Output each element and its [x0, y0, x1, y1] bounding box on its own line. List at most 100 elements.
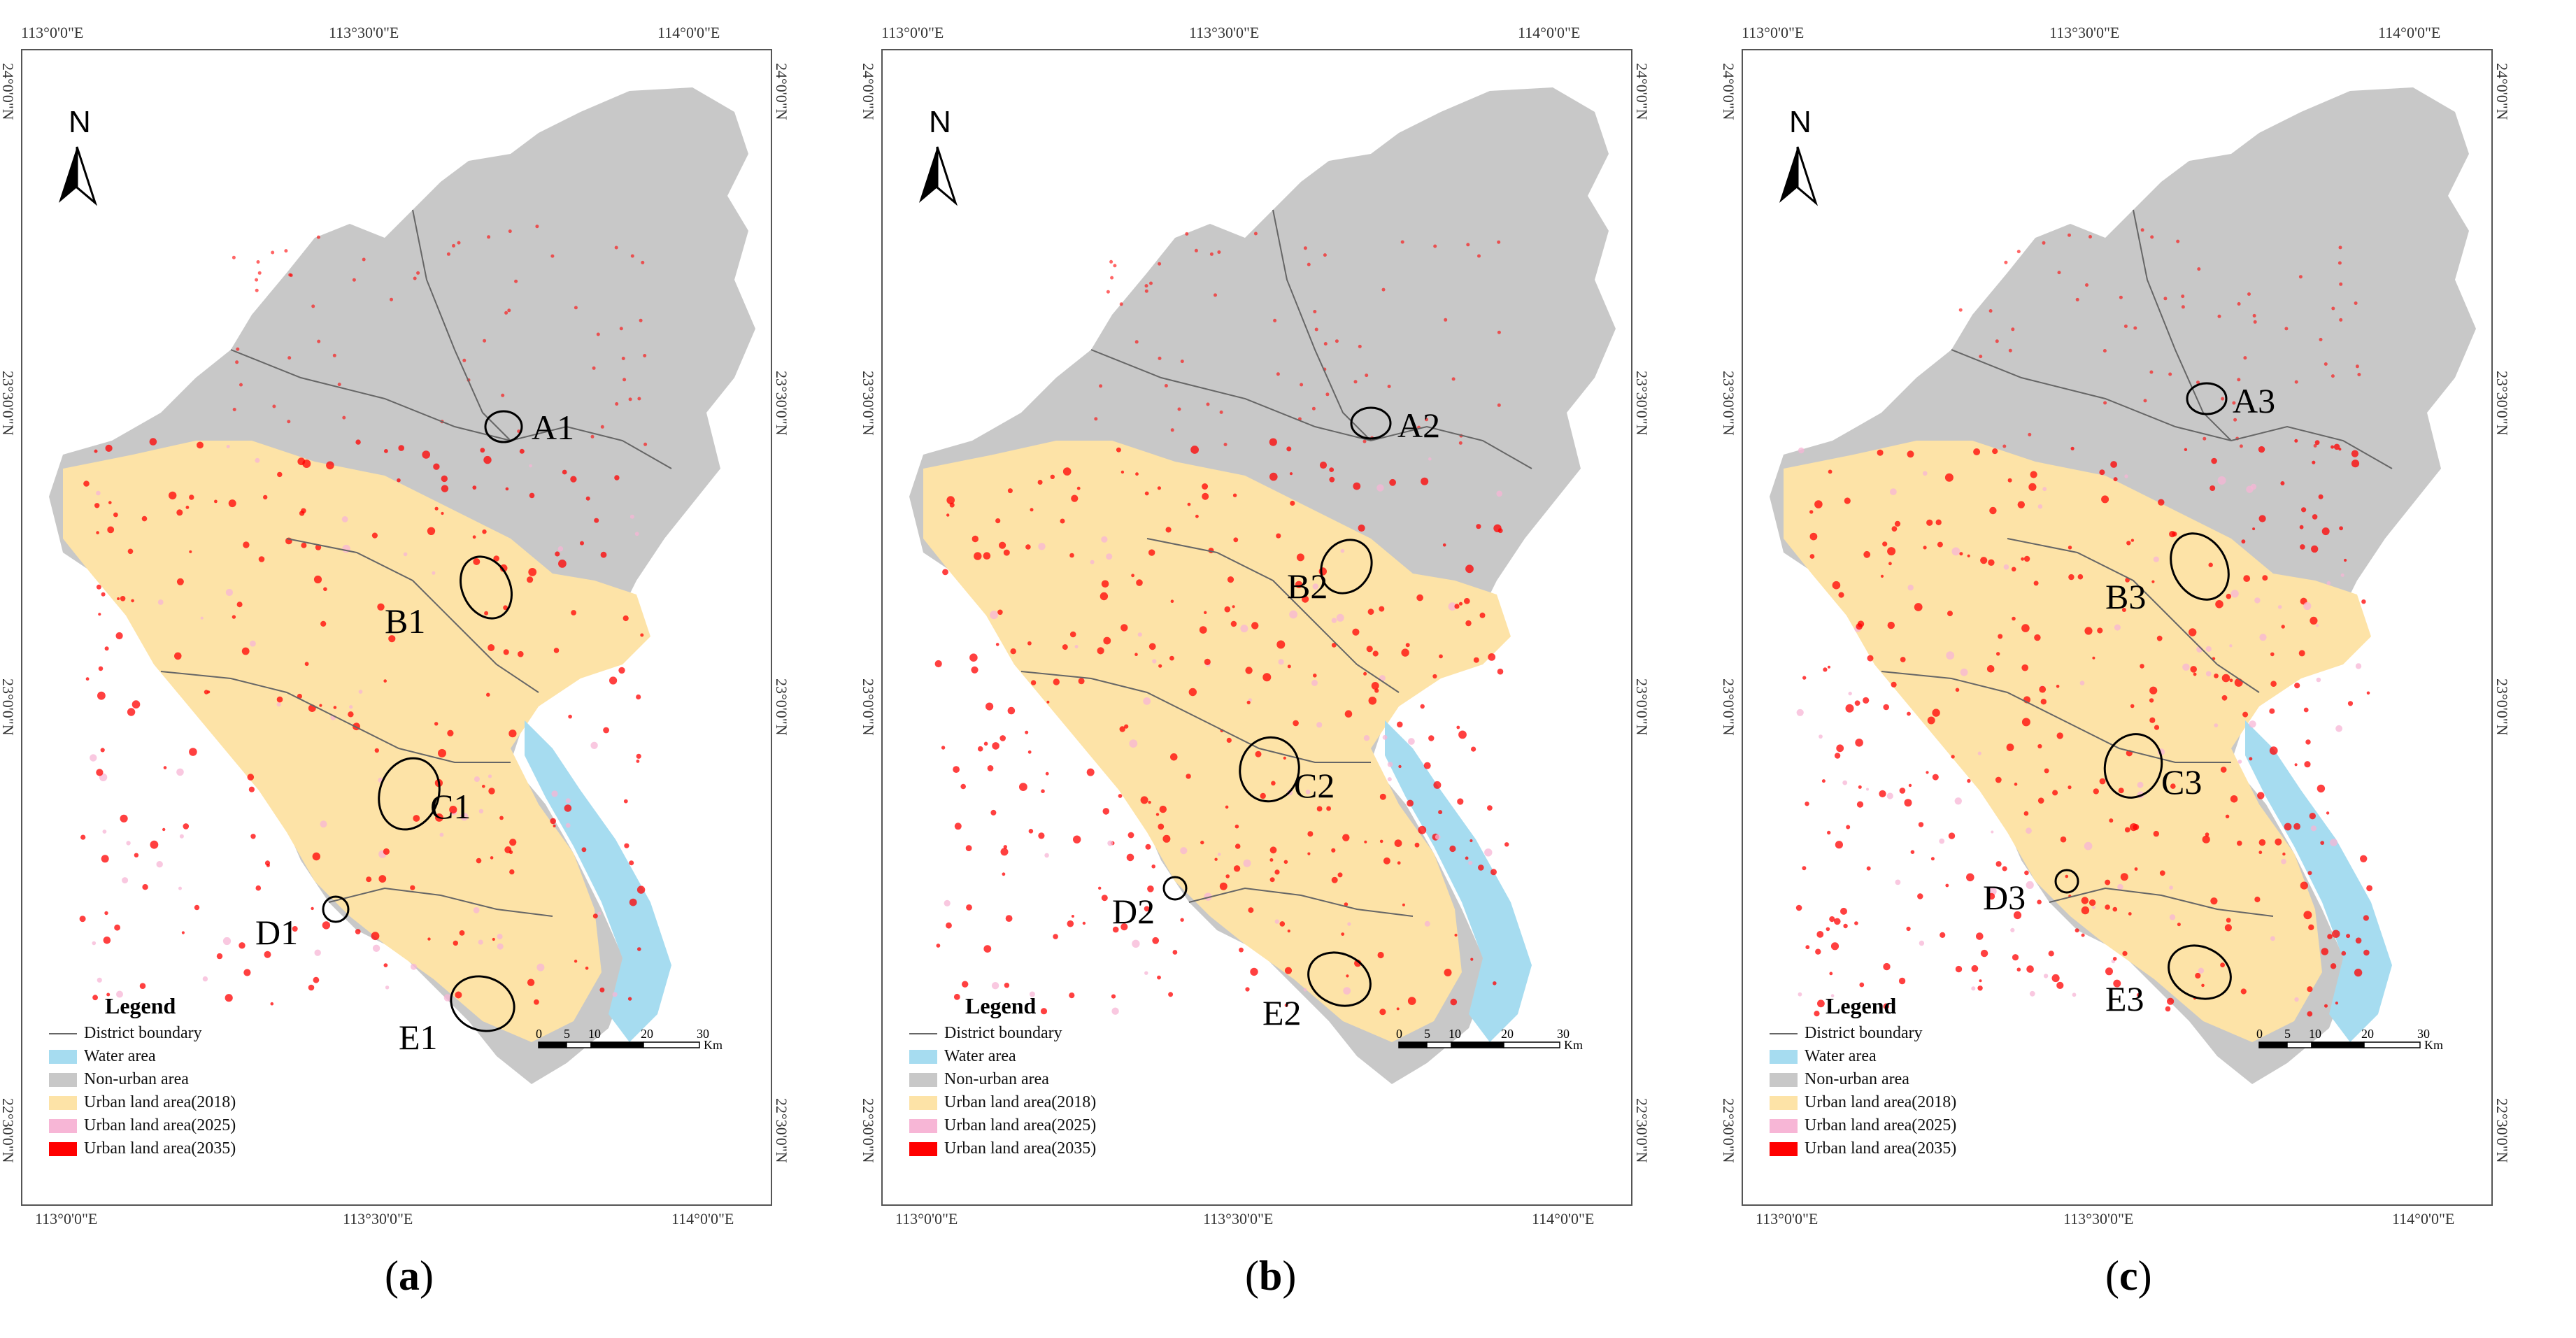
urban-growth-patch: [2056, 685, 2060, 688]
urban-growth-patch: [2133, 326, 2137, 330]
urban-growth-patch: [1041, 789, 1045, 793]
urban-growth-patch: [1243, 859, 1251, 867]
urban-growth-patch: [990, 809, 997, 816]
scale-bar: 0 5 10 20 30 Km: [532, 1021, 741, 1056]
urban-growth-patch: [142, 884, 148, 890]
urban-growth-patch: [1907, 584, 1914, 591]
urban-growth-patch: [2351, 450, 2358, 457]
urban-growth-patch: [1926, 771, 1929, 774]
urban-growth-patch: [1836, 744, 1844, 753]
region-label-e3: E3: [2105, 979, 2144, 1018]
urban-growth-patch: [94, 503, 100, 508]
urban-growth-patch: [378, 875, 387, 883]
urban-growth-patch: [1895, 879, 1901, 885]
urban-growth-patch: [1038, 543, 1046, 550]
urban-growth-patch: [189, 494, 194, 500]
urban-growth-patch: [2339, 318, 2343, 322]
urban-growth-patch: [1358, 524, 1365, 532]
urban-growth-patch: [974, 552, 982, 560]
urban-growth-patch: [2331, 306, 2335, 311]
urban-growth-patch: [1416, 594, 1423, 602]
urban-growth-patch: [1379, 1009, 1386, 1016]
urban-growth-patch: [337, 383, 341, 387]
urban-growth-patch: [478, 809, 484, 814]
urban-growth-patch: [2324, 362, 2328, 366]
urban-growth-patch: [2068, 233, 2071, 237]
urban-growth-patch: [226, 445, 230, 448]
urban-growth-patch: [2355, 937, 2362, 944]
urban-growth-patch: [528, 568, 537, 576]
region-label-b1: B1: [385, 602, 425, 641]
urban-growth-patch: [384, 449, 388, 453]
urban-growth-patch: [1230, 620, 1237, 627]
urban-growth-patch: [2330, 839, 2337, 846]
urban-growth-patch: [514, 279, 518, 283]
urban-growth-patch: [488, 788, 495, 795]
urban-growth-patch: [1971, 986, 1976, 991]
urban-growth-patch: [2277, 605, 2282, 609]
urban-growth-patch: [1323, 253, 1327, 257]
urban-growth-patch: [499, 816, 504, 820]
urban-growth-patch: [1262, 673, 1272, 682]
urban-growth-patch: [1158, 262, 1162, 266]
urban-growth-patch: [313, 976, 320, 983]
urban-growth-patch: [946, 922, 952, 929]
urban-growth-patch: [1366, 646, 1373, 653]
urban-growth-patch: [1200, 840, 1204, 845]
urban-growth-patch: [1003, 845, 1007, 849]
urban-growth-patch: [101, 855, 109, 863]
map-canvas: A3 B3 C3 D3 E3: [1770, 87, 2476, 1084]
urban-growth-patch: [1316, 722, 1323, 728]
urban-growth-patch: [1805, 945, 1810, 950]
urban-growth-patch: [2121, 608, 2126, 612]
legend-swatch: [1770, 1118, 1798, 1133]
urban-growth-patch: [1313, 310, 1317, 313]
latitude-tick-right: 24°0'0"N: [773, 63, 790, 120]
urban-growth-patch: [90, 754, 97, 762]
urban-growth-patch: [1140, 796, 1148, 804]
urban-growth-patch: [1379, 839, 1383, 844]
urban-growth-patch: [1835, 841, 1843, 849]
urban-growth-patch: [2026, 965, 2034, 973]
urban-growth-patch: [1233, 537, 1239, 543]
urban-growth-patch: [2294, 763, 2298, 767]
urban-growth-patch: [1451, 377, 1456, 381]
urban-growth-patch: [977, 746, 983, 752]
urban-growth-patch: [1296, 553, 1304, 562]
region-label-e1: E1: [399, 1018, 438, 1057]
urban-growth-patch: [1935, 519, 1942, 525]
urban-growth-patch: [590, 741, 598, 749]
scale-tick-label: 5: [564, 1027, 570, 1041]
urban-growth-patch: [972, 535, 979, 543]
urban-growth-patch: [1805, 802, 1809, 806]
urban-growth-patch: [2355, 364, 2359, 369]
urban-growth-patch: [2003, 564, 2009, 570]
urban-growth-patch: [2210, 897, 2218, 905]
urban-growth-patch: [486, 692, 490, 697]
urban-growth-patch: [1444, 318, 1448, 322]
urban-growth-patch: [255, 885, 262, 891]
urban-growth-patch: [483, 339, 487, 343]
urban-growth-patch: [2189, 628, 2197, 636]
urban-growth-patch: [2099, 469, 2105, 476]
urban-growth-patch: [1815, 948, 1821, 955]
urban-growth-patch: [371, 932, 380, 941]
urban-growth-patch: [565, 823, 571, 828]
urban-growth-patch: [383, 848, 390, 855]
urban-growth-patch: [1245, 987, 1250, 992]
urban-growth-patch: [2221, 674, 2230, 683]
urban-growth-patch: [2084, 841, 2093, 851]
urban-growth-patch: [1164, 384, 1168, 387]
urban-growth-patch: [2117, 883, 2123, 890]
urban-growth-patch: [600, 425, 604, 429]
urban-growth-patch: [1471, 746, 1476, 752]
urban-growth-patch: [2081, 933, 2085, 937]
urban-growth-patch: [200, 616, 204, 620]
urban-growth-patch: [1458, 602, 1463, 606]
urban-growth-patch: [107, 526, 115, 534]
district-boundary: [1188, 887, 1414, 917]
urban-growth-patch: [2072, 992, 2077, 997]
urban-growth-patch: [1971, 965, 1979, 972]
urban-growth-patch: [333, 706, 337, 709]
urban-growth-patch: [385, 985, 390, 990]
